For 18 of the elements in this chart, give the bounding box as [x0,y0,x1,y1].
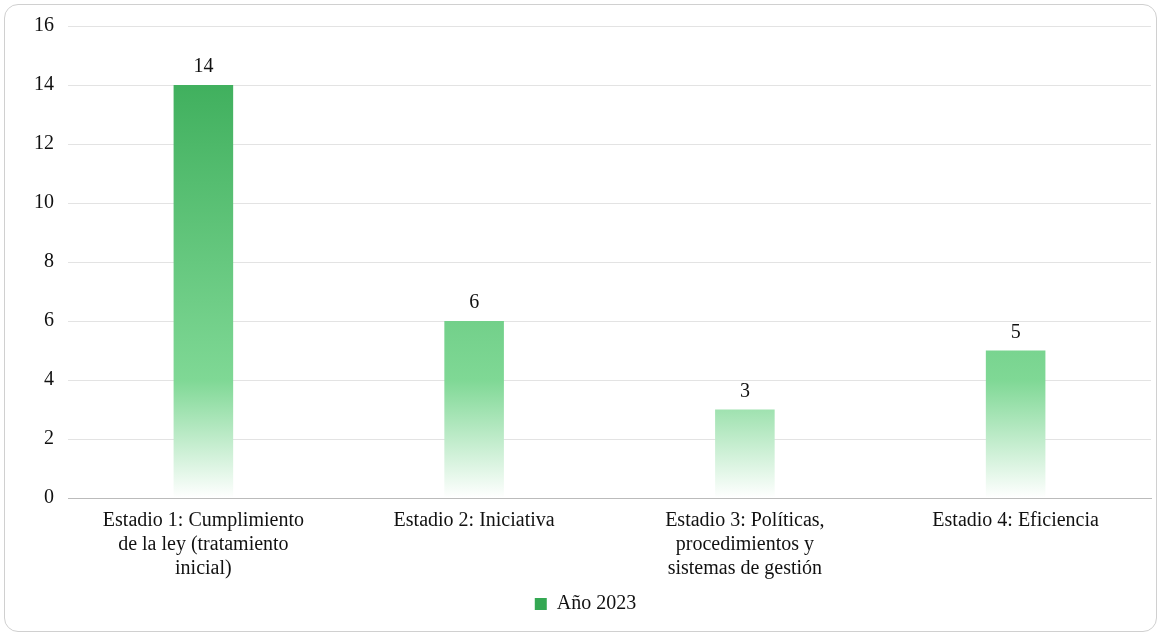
x-tick-label: Estadio 1: Cumplimiento de la ley (tratamiento inicial) [102,508,304,580]
legend-label: Año 2023 [556,591,637,614]
data-label: 3 [739,378,750,401]
y-tick-label: 12 [34,131,54,154]
x-tick-label: Estadio 4: Eficiencia [932,508,1100,531]
y-tick-label: 14 [34,72,54,95]
y-tick-label: 0 [44,485,54,508]
y-tick-label: 4 [44,367,54,390]
y-tick-label: 2 [44,426,54,449]
y-tick-label: 6 [44,308,54,331]
x-tick-label: Estadio 3: Políticas, procedimientos y sistemas de gestión [665,508,825,580]
data-label: 6 [469,290,480,313]
data-label: 5 [1010,319,1021,342]
y-tick-label: 8 [44,249,54,272]
x-tick-label: Estadio 2: Iniciativa [393,508,555,531]
y-tick-label: 10 [34,190,54,213]
data-label: 14 [193,54,214,77]
y-tick-label: 16 [34,13,54,36]
